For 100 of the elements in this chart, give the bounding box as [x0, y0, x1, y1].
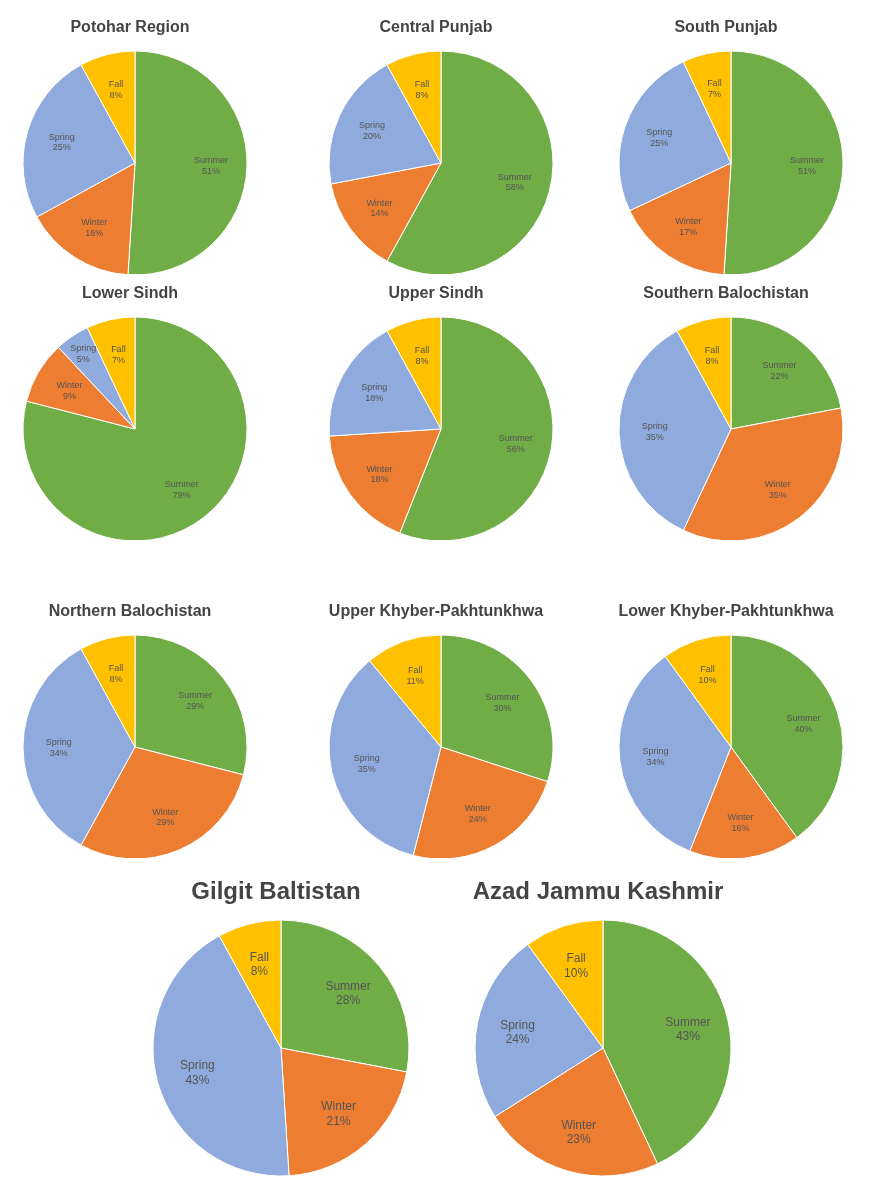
data-label: 17%: [679, 226, 698, 237]
data-label: 29%: [186, 700, 205, 711]
chart-title: Upper Khyber-Pakhtunkhwa: [327, 601, 545, 621]
data-label: 8%: [109, 89, 123, 100]
data-label: 40%: [794, 724, 813, 735]
data-label: 18%: [365, 392, 384, 403]
slice-label: Summer: [194, 155, 229, 166]
slice-label: Winter: [56, 379, 83, 390]
slice-label: Spring: [361, 382, 388, 393]
slice-label: Summer: [762, 360, 797, 371]
data-label: 11%: [406, 675, 424, 686]
chart-title: Upper Sindh: [387, 283, 485, 303]
data-label: 43%: [675, 1029, 701, 1044]
slice-label: Winter: [764, 478, 791, 489]
data-label: 5%: [76, 353, 90, 364]
data-label: 14%: [370, 208, 389, 219]
data-label: 24%: [505, 1032, 530, 1047]
data-label: 9%: [62, 390, 76, 401]
data-label: 24%: [468, 814, 487, 825]
slice-label: Spring: [45, 736, 72, 747]
slice-label: Summer: [665, 1015, 711, 1030]
data-label: 51%: [202, 165, 221, 176]
data-label: 58%: [505, 182, 524, 193]
chart-title: Gilgit Baltistan: [190, 876, 362, 906]
data-label: 29%: [156, 817, 175, 828]
data-label: 21%: [326, 1113, 351, 1128]
slice-label: Summer: [164, 478, 199, 489]
slice-label: Spring: [641, 421, 668, 432]
data-label: 35%: [768, 489, 787, 500]
slice-label: Winter: [366, 463, 393, 474]
slice-label: Spring: [500, 1017, 535, 1032]
data-label: 35%: [357, 764, 376, 775]
slice-label: Fall: [108, 78, 124, 89]
data-label: 16%: [731, 823, 750, 834]
data-label: 10%: [698, 675, 717, 686]
slice-label: Fall: [707, 78, 722, 89]
chart-title: South Punjab: [673, 17, 779, 37]
slice-label: Winter: [675, 215, 702, 226]
data-label: 8%: [705, 355, 719, 366]
slice-label: Winter: [152, 806, 179, 817]
data-label: 22%: [770, 370, 789, 381]
slice-label: Spring: [353, 753, 380, 764]
slice-label: Summer: [790, 155, 825, 166]
slice-label: Spring: [642, 746, 669, 757]
slice-label: Spring: [359, 120, 386, 131]
slice-label: Summer: [786, 713, 821, 724]
slice-label: Spring: [70, 342, 97, 353]
data-label: 34%: [49, 747, 68, 758]
slice-label: Fall: [414, 344, 430, 355]
slice-label: Winter: [727, 812, 754, 823]
slice-label: Spring: [646, 126, 673, 137]
slice-label: Summer: [325, 978, 371, 993]
slice-label: Fall: [249, 949, 270, 964]
slice-label: Winter: [321, 1099, 356, 1114]
data-label: 34%: [646, 757, 665, 768]
slice-label: Fall: [111, 344, 126, 355]
data-label: 20%: [363, 131, 382, 142]
chart-title: Azad Jammu Kashmir: [471, 876, 725, 906]
data-label: 30%: [493, 702, 512, 713]
pie-slice: [22, 316, 248, 540]
slice-label: Winter: [366, 197, 393, 208]
slice-label: Summer: [178, 690, 213, 701]
data-label: 51%: [798, 165, 817, 176]
slice-label: Summer: [485, 691, 520, 702]
data-label: 16%: [85, 227, 104, 238]
data-label: 79%: [172, 489, 191, 500]
chart-title: Lower Sindh: [81, 283, 179, 303]
slice-label: Fall: [414, 78, 430, 89]
slice-label: Spring: [48, 131, 75, 142]
data-label: 8%: [250, 964, 269, 979]
slice-label: Fall: [566, 951, 586, 966]
slice-label: Summer: [497, 171, 532, 182]
data-label: 35%: [645, 431, 664, 442]
data-label: 7%: [111, 355, 125, 366]
chart-title: Northern Balochistan: [47, 601, 213, 621]
data-label: 43%: [185, 1072, 210, 1087]
chart-title: Potohar Region: [69, 17, 191, 37]
chart-title: Southern Balochistan: [642, 283, 810, 303]
data-label: 8%: [109, 673, 123, 684]
data-label: 25%: [650, 137, 669, 148]
slice-label: Fall: [108, 662, 124, 673]
chart-title: Central Punjab: [378, 17, 494, 37]
slice-label: Spring: [180, 1058, 215, 1073]
data-label: 25%: [52, 142, 71, 153]
slice-label: Fall: [407, 665, 423, 676]
slice-label: Fall: [704, 344, 720, 355]
data-label: 18%: [370, 474, 389, 485]
data-label: 56%: [506, 443, 525, 454]
slice-label: Winter: [561, 1117, 597, 1132]
slice-label: Summer: [498, 433, 533, 444]
data-label: 23%: [566, 1131, 592, 1146]
slice-label: Winter: [81, 217, 108, 228]
data-label: 28%: [336, 992, 361, 1007]
data-label: 8%: [415, 89, 429, 100]
data-label: 7%: [707, 89, 721, 100]
data-label: 8%: [415, 355, 429, 366]
chart-title: Lower Khyber-Pakhtunkhwa: [617, 601, 835, 621]
data-label: 10%: [564, 965, 589, 980]
slice-label: Winter: [464, 803, 491, 814]
slice-label: Fall: [700, 664, 715, 675]
